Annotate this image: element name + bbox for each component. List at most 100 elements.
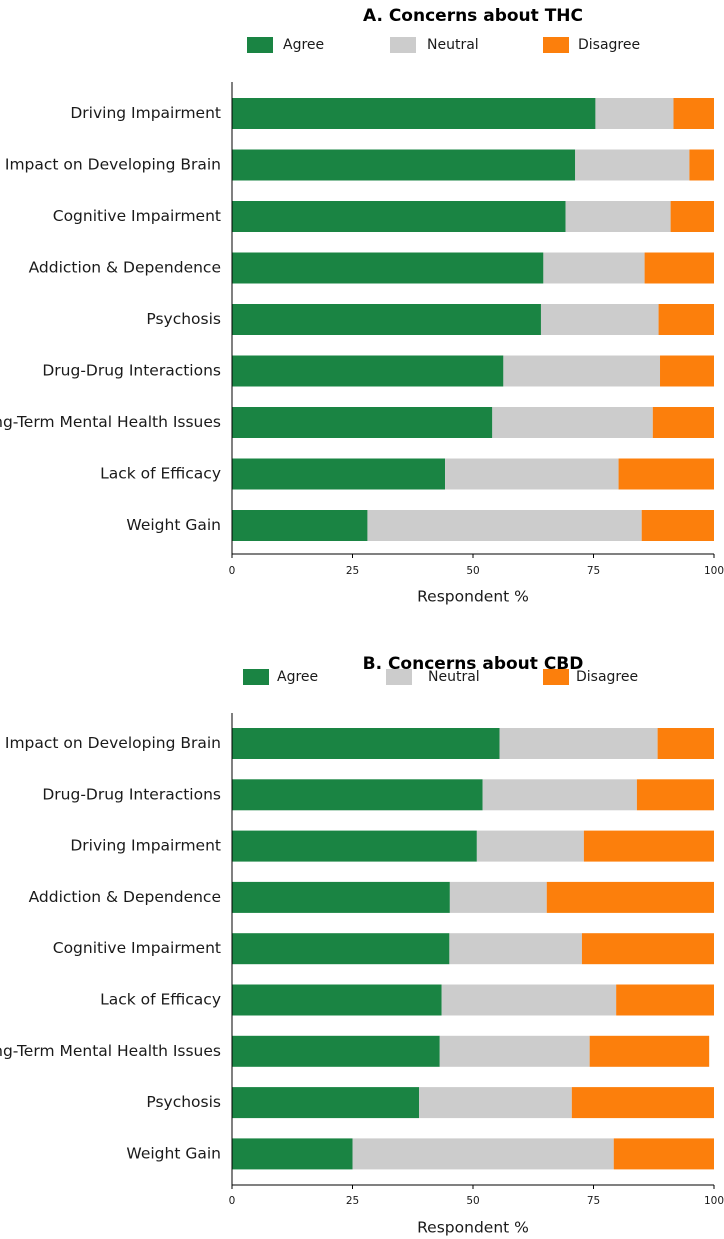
- x-tick-label: 25: [346, 565, 359, 577]
- legend: Agree Neutral Disagree: [247, 37, 640, 53]
- bar-segment-agree: [232, 1035, 440, 1067]
- bar-segment-disagree: [660, 355, 714, 387]
- category-label: Drug-Drug Interactions: [42, 362, 221, 380]
- category-label: Cognitive Impairment: [53, 939, 221, 957]
- bar-segment-agree: [232, 510, 368, 541]
- chart-panel-a: A. Concerns about THC Agree Neutral Disagre…: [0, 6, 724, 606]
- category-label: Addiction & Dependence: [29, 259, 221, 277]
- bar-segment-neutral: [439, 1035, 590, 1067]
- bar-segment-neutral: [543, 252, 645, 284]
- x-tick-label: 75: [587, 565, 600, 577]
- bar-segment-disagree: [583, 830, 714, 862]
- bar-segment-neutral: [575, 149, 690, 181]
- bar-segment-agree: [232, 984, 442, 1016]
- category-label: Driving Impairment: [70, 837, 221, 855]
- bar-segment-agree: [232, 458, 446, 490]
- bar-segment-disagree: [616, 984, 714, 1016]
- bar-segment-disagree: [689, 149, 714, 181]
- bar-segment-neutral: [595, 98, 674, 129]
- x-tick-label: 0: [229, 565, 236, 577]
- category-label: Impact on Developing Brain: [5, 734, 221, 752]
- legend-swatch-neutral: [390, 37, 416, 53]
- bar-segment-disagree: [658, 304, 714, 335]
- bar-segment-neutral: [476, 830, 584, 862]
- bar-segment-agree: [232, 728, 500, 759]
- bar-segment-disagree: [613, 1138, 714, 1170]
- bar-segment-disagree: [589, 1035, 710, 1067]
- legend-label-agree: Agree: [277, 669, 318, 685]
- bar-segment-neutral: [565, 201, 671, 232]
- bar-segment-disagree: [641, 510, 714, 541]
- bar-segment-neutral: [499, 728, 658, 759]
- bar-segment-neutral: [540, 304, 659, 335]
- x-axis-title: Respondent %: [417, 1219, 529, 1237]
- category-label: Driving Impairment: [70, 104, 221, 122]
- x-tick-label: 50: [466, 565, 479, 577]
- bar-segment-agree: [232, 1087, 420, 1119]
- bar-segment-agree: [232, 881, 450, 913]
- category-label: Lack of Efficacy: [100, 465, 221, 483]
- bar-segment-disagree: [618, 458, 714, 490]
- bar-segment-agree: [232, 830, 477, 862]
- bars: [232, 728, 714, 1170]
- category-label: Addiction & Dependence: [29, 888, 221, 906]
- x-tick-label: 50: [466, 1195, 479, 1207]
- bar-segment-neutral: [441, 984, 617, 1016]
- category-label: Weight Gain: [126, 1144, 221, 1162]
- chart-panel-b: B. Concerns about CBD Agree Neutral Disagre…: [0, 654, 724, 1237]
- legend-swatch-agree: [243, 669, 269, 685]
- legend-label-neutral: Neutral: [427, 37, 479, 53]
- bar-segment-agree: [232, 149, 576, 181]
- legend-label-disagree: Disagree: [576, 669, 638, 685]
- bar-segment-neutral: [503, 355, 661, 387]
- legend-label-disagree: Disagree: [578, 37, 640, 53]
- bar-segment-disagree: [546, 881, 714, 913]
- category-label: Psychosis: [146, 1093, 221, 1111]
- legend: Agree Neutral Disagree: [243, 669, 638, 685]
- legend-swatch-disagree: [543, 669, 569, 685]
- chart-title: B. Concerns about CBD: [363, 654, 584, 674]
- legend-label-agree: Agree: [283, 37, 324, 53]
- legend-swatch-neutral: [386, 669, 412, 685]
- legend-label-neutral: Neutral: [428, 669, 480, 685]
- bar-segment-neutral: [352, 1138, 614, 1170]
- bar-segment-neutral: [445, 458, 619, 490]
- category-label: Psychosis: [146, 310, 221, 328]
- chart-title: A. Concerns about THC: [363, 6, 583, 26]
- category-label: Drug-Drug Interactions: [42, 785, 221, 803]
- bar-segment-disagree: [670, 201, 714, 232]
- bar-segment-neutral: [482, 779, 637, 811]
- x-tick-label: 25: [346, 1195, 359, 1207]
- bar-segment-agree: [232, 252, 544, 284]
- x-axis-title: Respondent %: [417, 588, 529, 606]
- bar-segment-disagree: [652, 407, 714, 438]
- bars: [232, 98, 714, 541]
- bar-segment-agree: [232, 201, 566, 232]
- bar-segment-neutral: [419, 1087, 572, 1119]
- x-tick-label: 100: [704, 1195, 724, 1207]
- bar-segment-agree: [232, 779, 483, 811]
- x-tick-label: 100: [704, 565, 724, 577]
- bar-segment-agree: [232, 407, 493, 438]
- category-label: Long-Term Mental Health Issues: [0, 413, 221, 431]
- bar-segment-neutral: [367, 510, 642, 541]
- category-label: Weight Gain: [126, 516, 221, 534]
- bar-segment-agree: [232, 933, 450, 965]
- bar-segment-agree: [232, 1138, 353, 1170]
- category-label: Long-Term Mental Health Issues: [0, 1042, 221, 1060]
- bar-segment-disagree: [644, 252, 714, 284]
- bar-segment-disagree: [636, 779, 714, 811]
- legend-swatch-disagree: [543, 37, 569, 53]
- bar-segment-disagree: [673, 98, 714, 129]
- category-label: Lack of Efficacy: [100, 991, 221, 1009]
- bar-segment-neutral: [449, 881, 547, 913]
- x-tick-label: 75: [587, 1195, 600, 1207]
- bar-segment-agree: [232, 355, 504, 387]
- bar-segment-disagree: [657, 728, 714, 759]
- category-label: Impact on Developing Brain: [5, 156, 221, 174]
- legend-swatch-agree: [247, 37, 273, 53]
- bar-segment-neutral: [492, 407, 653, 438]
- x-tick-label: 0: [229, 1195, 236, 1207]
- bar-segment-disagree: [581, 933, 714, 965]
